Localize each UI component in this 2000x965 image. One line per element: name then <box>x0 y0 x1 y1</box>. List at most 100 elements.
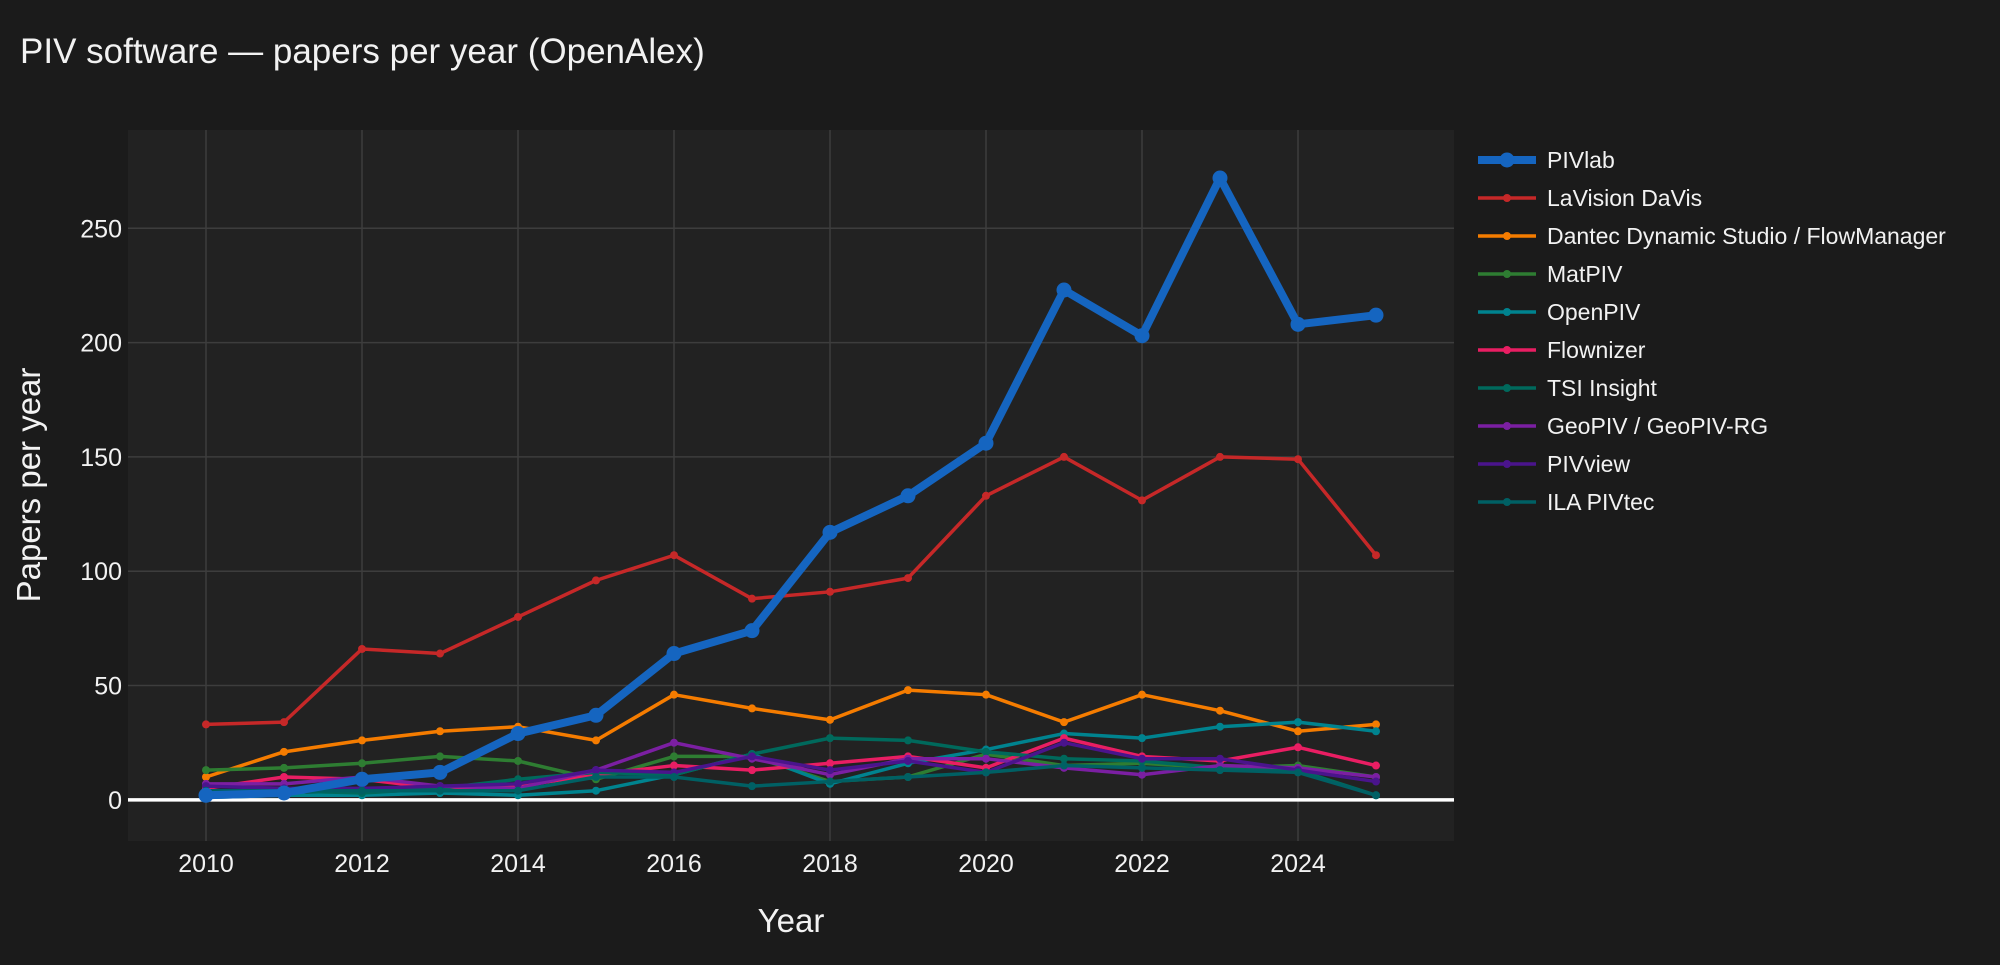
data-point <box>744 623 760 639</box>
data-point <box>1056 282 1072 298</box>
legend-label: ILA PIVtec <box>1547 489 1654 515</box>
data-point <box>1138 734 1146 743</box>
legend-marker <box>1503 308 1511 316</box>
legend: PIVlab LaVision DaVis Dantec Dynamic Studi… <box>1478 147 1946 515</box>
legend-label: PIVview <box>1547 451 1630 477</box>
data-point <box>280 763 288 772</box>
data-point <box>1060 718 1068 727</box>
data-point <box>1294 743 1302 752</box>
x-tick-label: 2024 <box>1270 850 1326 878</box>
data-point <box>1290 316 1306 332</box>
y-tick-label: 150 <box>80 444 122 472</box>
legend-item: OpenPIV <box>1478 299 1641 325</box>
data-point <box>198 787 214 803</box>
data-point <box>1138 763 1146 772</box>
chart-title: PIV software — papers per year (OpenAlex… <box>20 32 705 71</box>
data-point <box>592 736 600 745</box>
series-ila-pivtec <box>202 761 1380 800</box>
data-point <box>1372 791 1380 800</box>
legend-label: PIVlab <box>1547 147 1615 173</box>
data-point <box>436 786 444 795</box>
x-axis-label: Year <box>758 902 825 939</box>
data-point <box>202 772 210 781</box>
series-lavision-davis <box>202 452 1380 729</box>
legend-item: Dantec Dynamic Studio / FlowManager <box>1478 223 1946 249</box>
data-point <box>748 766 756 775</box>
data-point <box>1060 761 1068 770</box>
data-point <box>670 738 678 747</box>
y-tick-label: 50 <box>94 673 122 701</box>
data-point <box>904 574 912 583</box>
data-point <box>1060 754 1068 763</box>
series-line <box>204 688 1378 779</box>
x-tick-label: 2020 <box>958 850 1014 878</box>
data-point <box>982 690 990 699</box>
data-point <box>592 766 600 775</box>
legend-item: MatPIV <box>1478 261 1623 287</box>
data-point <box>276 785 292 801</box>
data-point <box>1372 761 1380 770</box>
data-point <box>748 782 756 791</box>
data-point <box>1368 307 1384 323</box>
series-line <box>204 763 1378 798</box>
data-point <box>514 756 522 765</box>
data-point <box>1138 690 1146 699</box>
legend-marker <box>1503 422 1511 430</box>
legend-item: Flownizer <box>1478 337 1646 363</box>
data-point <box>358 759 366 768</box>
y-tick-label: 0 <box>108 787 122 815</box>
x-tick-label: 2010 <box>178 850 234 878</box>
data-point <box>826 715 834 724</box>
data-point <box>280 772 288 781</box>
legend-marker <box>1499 152 1515 168</box>
data-point <box>202 720 210 729</box>
data-point <box>748 752 756 761</box>
legend-marker <box>1503 194 1511 202</box>
data-point <box>358 736 366 745</box>
data-point <box>904 772 912 781</box>
data-point <box>1212 170 1228 186</box>
data-point <box>202 766 210 775</box>
legend-item: PIVlab <box>1478 147 1615 173</box>
data-point <box>514 612 522 621</box>
legend-marker <box>1503 498 1511 506</box>
legend-label: MatPIV <box>1547 261 1623 287</box>
data-point <box>670 551 678 560</box>
data-point <box>1294 727 1302 736</box>
series-line <box>204 455 1378 727</box>
series-line <box>204 720 1378 800</box>
legend-item: PIVview <box>1478 451 1630 477</box>
x-tick-label: 2012 <box>334 850 390 878</box>
legend-label: GeoPIV / GeoPIV-RG <box>1547 413 1768 439</box>
data-point <box>588 707 604 723</box>
data-point <box>432 764 448 780</box>
data-point <box>1294 455 1302 464</box>
data-point <box>510 726 526 742</box>
data-point <box>982 768 990 777</box>
data-point <box>280 747 288 756</box>
data-point <box>904 736 912 745</box>
data-point <box>436 727 444 736</box>
series-line <box>202 174 1380 800</box>
data-point <box>1372 777 1380 786</box>
data-point <box>666 646 682 662</box>
data-point <box>1372 727 1380 736</box>
legend-item: TSI Insight <box>1478 375 1658 401</box>
data-point <box>904 756 912 765</box>
data-point <box>1372 551 1380 560</box>
data-point <box>1138 770 1146 779</box>
legend-label: LaVision DaVis <box>1547 185 1702 211</box>
data-point <box>1138 754 1146 763</box>
legend-marker <box>1503 346 1511 354</box>
legend-item: GeoPIV / GeoPIV-RG <box>1478 413 1768 439</box>
legend-marker <box>1503 232 1511 240</box>
legend-label: OpenPIV <box>1547 299 1641 325</box>
axes: 2010 2012 2014 2016 2018 2020 2022 2024 0 50 100 15… <box>80 215 1454 878</box>
data-point <box>748 594 756 603</box>
data-point <box>982 747 990 756</box>
x-tick-label: 2016 <box>646 850 702 878</box>
data-point <box>826 759 834 768</box>
data-point <box>280 718 288 727</box>
data-point <box>1216 706 1224 715</box>
data-point <box>514 779 522 788</box>
